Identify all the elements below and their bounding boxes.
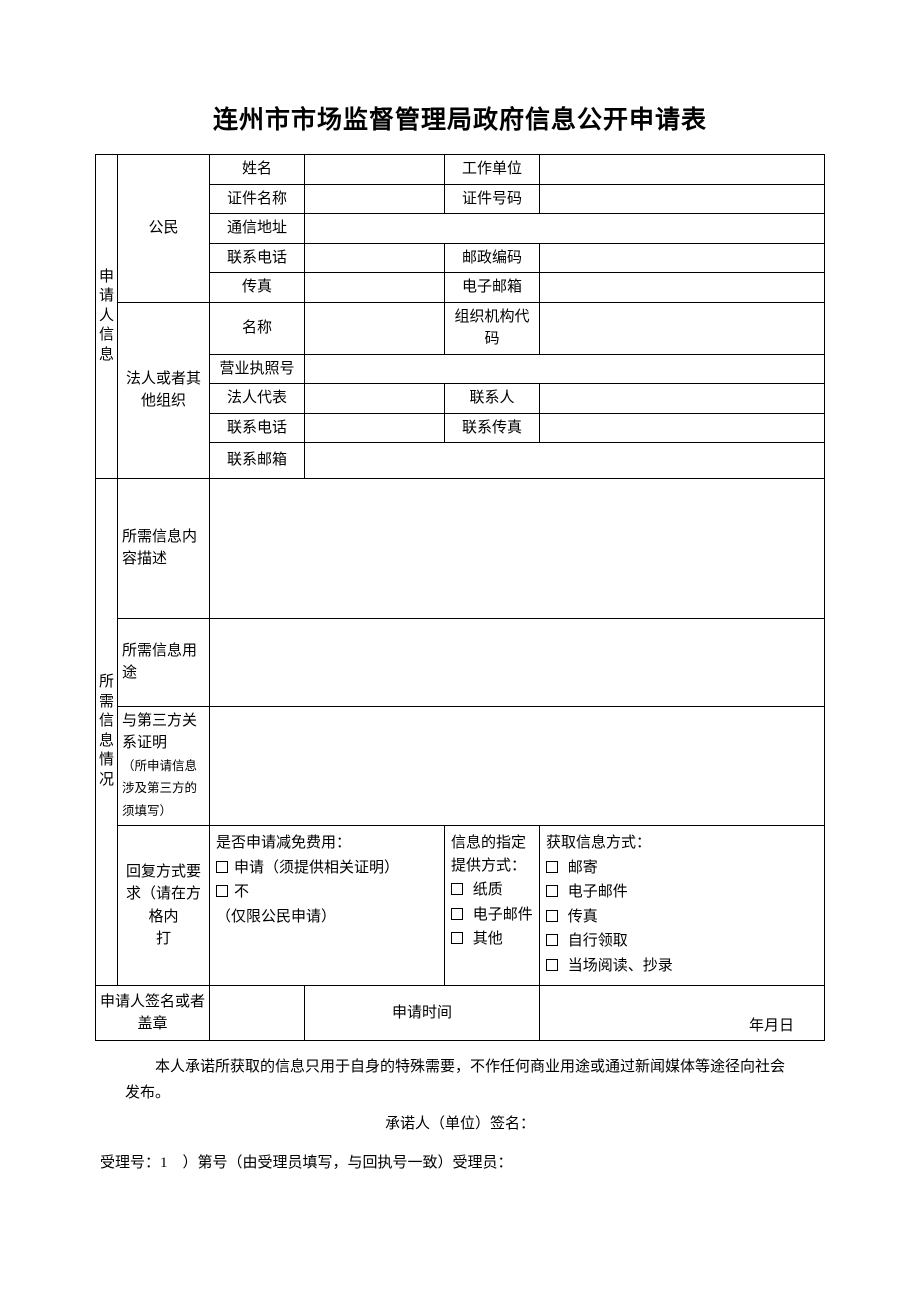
promise-text: 本人承诺所获取的信息只用于自身的特殊需要，不作任何商业用途或通过新闻媒体等途径向… — [125, 1055, 795, 1106]
checkbox-format-other[interactable]: 其他 — [451, 928, 533, 951]
field-applytime-label: 申请时间 — [305, 986, 540, 1041]
field-workunit-label: 工作单位 — [445, 155, 540, 185]
checkbox-obtain-email[interactable]: 电子邮件 — [546, 881, 818, 904]
applicant-info-header: 申请人信息 — [96, 155, 118, 479]
field-legalrep-value[interactable] — [305, 384, 445, 414]
field-fax-label: 传真 — [210, 273, 305, 303]
field-postal-label: 邮政编码 — [445, 243, 540, 273]
field-email-value[interactable] — [540, 273, 825, 303]
field-legalrep-label: 法人代表 — [210, 384, 305, 414]
field-idname-label: 证件名称 — [210, 184, 305, 214]
field-contact-label: 联系人 — [445, 384, 540, 414]
field-orgfax-label: 联系传真 — [445, 413, 540, 443]
field-contact-value[interactable] — [540, 384, 825, 414]
field-thirdparty-label: 与第三方关系证明 （所申请信息涉及第三方的须填写） — [118, 706, 210, 826]
field-postal-value[interactable] — [540, 243, 825, 273]
checkbox-obtain-fax[interactable]: 传真 — [546, 906, 818, 929]
field-desc-value[interactable] — [210, 478, 825, 618]
field-orgname-label: 名称 — [210, 302, 305, 354]
field-idname-value[interactable] — [305, 184, 445, 214]
field-orgemail-value[interactable] — [305, 443, 825, 479]
checkbox-obtain-mail[interactable]: 邮寄 — [546, 857, 818, 880]
field-usage-label: 所需信息用途 — [118, 618, 210, 706]
field-address-label: 通信地址 — [210, 214, 305, 244]
application-form-table: 申请人信息 公民 姓名 工作单位 证件名称 证件号码 通信地址 联系电话 邮政编… — [95, 154, 825, 1041]
field-usage-value[interactable] — [210, 618, 825, 706]
field-phone-value[interactable] — [305, 243, 445, 273]
field-signature-value[interactable] — [210, 986, 305, 1041]
field-fax-value[interactable] — [305, 273, 445, 303]
field-signature-label: 申请人签名或者盖章 — [96, 986, 210, 1041]
required-info-header: 所需信息情况 — [96, 478, 118, 986]
field-email-label: 电子邮箱 — [445, 273, 540, 303]
field-orgphone-label: 联系电话 — [210, 413, 305, 443]
field-workunit-value[interactable] — [540, 155, 825, 185]
field-idnumber-label: 证件号码 — [445, 184, 540, 214]
field-orgemail-label: 联系邮箱 — [210, 443, 305, 479]
field-thirdparty-value[interactable] — [210, 706, 825, 826]
fee-waiver-section: 是否申请减免费用： 申请（须提供相关证明） 不 （仅限公民申请） — [210, 826, 445, 986]
checkbox-fee-apply[interactable]: 申请（须提供相关证明） — [216, 857, 438, 880]
field-license-value[interactable] — [305, 354, 825, 384]
field-idnumber-value[interactable] — [540, 184, 825, 214]
field-orgfax-value[interactable] — [540, 413, 825, 443]
checkbox-obtain-pickup[interactable]: 自行领取 — [546, 930, 818, 953]
checkbox-fee-no[interactable]: 不 — [216, 881, 438, 904]
field-reply-label: 回复方式要求（请在方格内 打 — [118, 826, 210, 986]
org-label: 法人或者其他组织 — [118, 302, 210, 478]
checkbox-format-paper[interactable]: 纸质 — [451, 879, 533, 902]
field-desc-label: 所需信息内容描述 — [118, 478, 210, 618]
obtain-section: 获取信息方式： 邮寄 电子邮件 传真 自行领取 当场阅读、抄录 — [540, 826, 825, 986]
field-orgcode-label: 组织机构代码 — [445, 302, 540, 354]
checkbox-obtain-onsite[interactable]: 当场阅读、抄录 — [546, 955, 818, 978]
checkbox-format-email[interactable]: 电子邮件 — [451, 904, 533, 927]
format-section: 信息的指定提供方式： 纸质 电子邮件 其他 — [445, 826, 540, 986]
field-name-value[interactable] — [305, 155, 445, 185]
promise-signature-label: 承诺人（单位）签名： — [95, 1112, 825, 1133]
field-orgphone-value[interactable] — [305, 413, 445, 443]
field-orgname-value[interactable] — [305, 302, 445, 354]
field-address-value[interactable] — [305, 214, 825, 244]
citizen-label: 公民 — [118, 155, 210, 303]
field-name-label: 姓名 — [210, 155, 305, 185]
field-applytime-value[interactable]: 年月日 — [540, 986, 825, 1041]
page-title: 连州市市场监督管理局政府信息公开申请表 — [95, 100, 825, 136]
field-license-label: 营业执照号 — [210, 354, 305, 384]
field-orgcode-value[interactable] — [540, 302, 825, 354]
field-phone-label: 联系电话 — [210, 243, 305, 273]
receipt-line: 受理号：1 ）第号（由受理员填写，与回执号一致）受理员： — [100, 1151, 825, 1172]
